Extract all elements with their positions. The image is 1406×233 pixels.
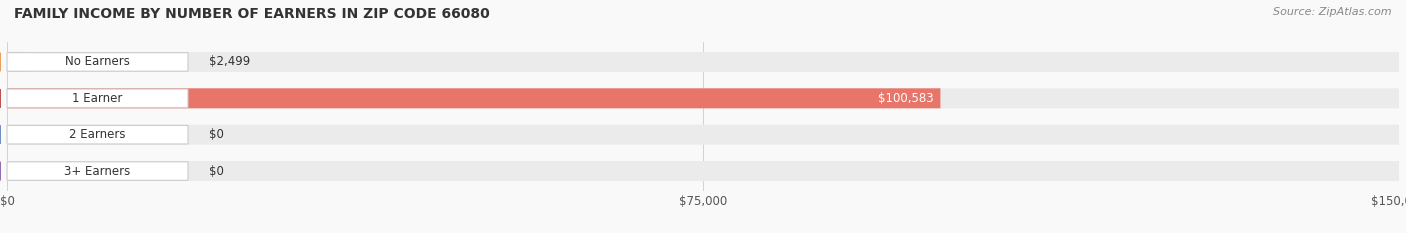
FancyBboxPatch shape: [7, 52, 1399, 72]
FancyBboxPatch shape: [7, 53, 188, 71]
Text: $100,583: $100,583: [877, 92, 934, 105]
Text: 2 Earners: 2 Earners: [69, 128, 125, 141]
Text: FAMILY INCOME BY NUMBER OF EARNERS IN ZIP CODE 66080: FAMILY INCOME BY NUMBER OF EARNERS IN ZI…: [14, 7, 489, 21]
Text: $0: $0: [209, 128, 224, 141]
Text: 3+ Earners: 3+ Earners: [65, 164, 131, 178]
Text: 1 Earner: 1 Earner: [72, 92, 122, 105]
FancyBboxPatch shape: [7, 89, 188, 108]
FancyBboxPatch shape: [7, 162, 188, 180]
FancyBboxPatch shape: [7, 88, 941, 108]
FancyBboxPatch shape: [7, 161, 1399, 181]
FancyBboxPatch shape: [7, 125, 1399, 145]
Text: Source: ZipAtlas.com: Source: ZipAtlas.com: [1274, 7, 1392, 17]
FancyBboxPatch shape: [7, 88, 1399, 108]
Text: $0: $0: [209, 164, 224, 178]
Text: No Earners: No Earners: [65, 55, 129, 69]
FancyBboxPatch shape: [7, 52, 30, 72]
Text: $2,499: $2,499: [209, 55, 250, 69]
FancyBboxPatch shape: [7, 125, 188, 144]
